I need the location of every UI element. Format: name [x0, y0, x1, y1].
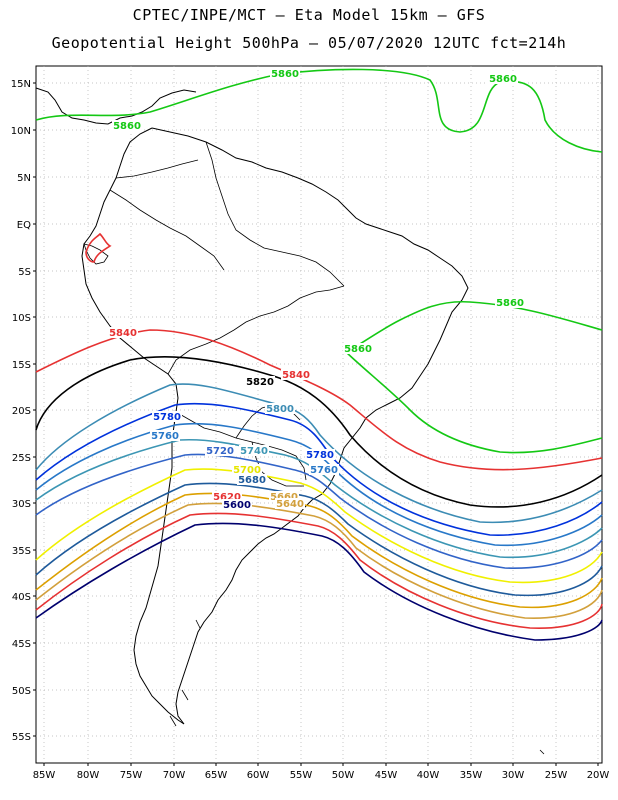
lat-tick-label: 5N — [17, 173, 31, 184]
contour-label: 5640 — [276, 499, 304, 510]
contour-label-bg — [275, 498, 305, 509]
map-frame — [35, 65, 603, 764]
contour-label: 5780 — [153, 412, 181, 423]
contour-label-bg — [108, 327, 138, 338]
contour-label: 5620 — [213, 492, 241, 503]
lon-tick-label: 50W — [332, 770, 355, 781]
lat-tick-label: 50S — [12, 686, 31, 697]
contour-line — [35, 502, 603, 619]
contour-label-bg — [245, 376, 275, 387]
lat-tick-label: 30S — [12, 499, 31, 510]
lat-tick-label: EQ — [17, 220, 31, 231]
contour-label-bg — [237, 474, 267, 485]
contour-label: 5860 — [489, 74, 517, 85]
lon-tick-label: 60W — [247, 770, 270, 781]
contour-label: 5840 — [109, 328, 137, 339]
contour-label: 5680 — [238, 475, 266, 486]
lat-tick-label: 10N — [11, 126, 31, 137]
contour-line — [35, 402, 603, 536]
contour-label-bg — [150, 430, 180, 441]
contour-label: 5740 — [240, 446, 268, 457]
ecuador-region — [83, 243, 109, 265]
lon-tick-label: 75W — [120, 770, 143, 781]
contour-line — [345, 300, 603, 353]
lat-tick-label: 40S — [12, 592, 31, 603]
lon-tick-label: 85W — [33, 770, 56, 781]
contour-label: 5600 — [223, 500, 251, 511]
lon-tick-label: 80W — [77, 770, 100, 781]
contour-label-bg — [495, 297, 525, 308]
contour-label: 5660 — [270, 492, 298, 503]
contour-label-bg — [152, 411, 182, 422]
contour-label-bg — [112, 120, 142, 131]
contour-line — [35, 482, 603, 597]
contour-label-bg — [305, 449, 335, 460]
contour-label-bg — [270, 68, 300, 79]
lon-tick-label: 55W — [290, 770, 313, 781]
lat-tick-label: 15S — [12, 360, 31, 371]
map-title: CPTEC/INPE/MCT – Eta Model 15km – GFS — [132, 6, 486, 24]
contour-line — [35, 512, 603, 629]
lon-tick-label: 35W — [460, 770, 483, 781]
contour-line — [35, 356, 603, 508]
lat-tick-label: 20S — [12, 406, 31, 417]
lon-tick-label: 65W — [205, 770, 228, 781]
lon-tick-label: 25W — [545, 770, 568, 781]
lat-tick-label: 15N — [11, 79, 31, 90]
contour-label-bg — [309, 464, 339, 475]
lat-tick-label: 10S — [12, 313, 31, 324]
lat-tick-label: 55S — [12, 732, 31, 743]
contour-label: 5860 — [496, 298, 524, 309]
lon-tick-label: 45W — [375, 770, 398, 781]
contour-label-bg — [488, 73, 518, 84]
contour-label: 5780 — [306, 450, 334, 461]
contour-label: 5840 — [282, 370, 310, 381]
lat-tick-label: 5S — [18, 267, 31, 278]
contour-line — [35, 453, 603, 569]
contour-line — [85, 232, 112, 263]
contour-label-bg — [205, 445, 235, 456]
contour-label: 5760 — [151, 431, 179, 442]
lon-tick-label: 40W — [417, 770, 440, 781]
contour-line — [35, 383, 603, 524]
contour-line — [345, 351, 603, 454]
contour-label: 5800 — [266, 404, 294, 415]
contour-label-bg — [222, 499, 252, 510]
contour-label-bg — [212, 491, 242, 502]
lon-tick-label: 20W — [587, 770, 610, 781]
contour-label-bg — [343, 343, 373, 354]
contour-line — [35, 468, 603, 584]
contour-label-bg — [239, 445, 269, 456]
lat-tick-label: 25S — [12, 453, 31, 464]
contour-label-bg — [265, 403, 295, 414]
contour-label: 5860 — [113, 121, 141, 132]
map-subtitle: Geopotential Height 500hPa – 05/07/2020 … — [51, 34, 567, 52]
contour-label-bg — [232, 464, 262, 475]
contour-label: 5860 — [344, 344, 372, 355]
graticule — [36, 66, 602, 763]
contour-label: 5700 — [233, 465, 261, 476]
contour-labels: 5860 5860 5860 5860 5860 5840 5840 5820 5800 5780… — [108, 68, 525, 511]
contour-line — [35, 522, 603, 641]
lon-tick-label: 70W — [163, 770, 186, 781]
lon-tick-label: 30W — [502, 770, 525, 781]
contour-label: 5760 — [310, 465, 338, 476]
lat-tick-label: 45S — [12, 639, 31, 650]
lat-tick-label: 35S — [12, 546, 31, 557]
contour-label: 5720 — [206, 446, 234, 457]
contour-line — [35, 492, 603, 609]
contour-label: 5820 — [246, 377, 274, 388]
contour-label-bg — [281, 369, 311, 380]
height-contours — [35, 68, 603, 641]
islands — [169, 619, 545, 755]
contour-line — [35, 68, 603, 153]
axis-ticks: 15N 10N 5N EQ 5S 10S 15S 20S 25S 30S 35S 40S 45S 50S 5… — [11, 79, 610, 781]
contour-label-bg — [269, 491, 299, 502]
contour-label: 5860 — [271, 69, 299, 80]
